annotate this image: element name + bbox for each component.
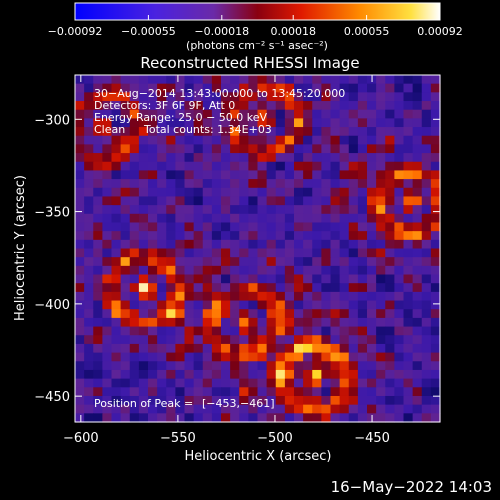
heatmap-image bbox=[75, 75, 441, 423]
colorbar-tick-label: 0.00055 bbox=[344, 25, 390, 38]
annotation-time-range: 30−Aug−2014 13:43:00.000 to 13:45:20.000 bbox=[94, 87, 345, 100]
annotation-energy-range: Energy Range: 25.0 − 50.0 keV bbox=[94, 111, 268, 124]
colorbar-gradient bbox=[74, 2, 441, 21]
annotation-detectors: Detectors: 3F 6F 9F, Att 0 bbox=[94, 99, 235, 112]
chart-title: Reconstructed RHESSI Image bbox=[140, 54, 359, 72]
annotation-total-counts: Total counts: 1.34E+03 bbox=[143, 123, 272, 136]
colorbar-tick-label: −0.00018 bbox=[194, 25, 249, 38]
axis-ticks: −600 −550 −500 −450 −450 −400 −350 −300 bbox=[34, 75, 440, 446]
y-tick-label: −400 bbox=[34, 298, 70, 313]
annotation-block: 30−Aug−2014 13:43:00.000 to 13:45:20.000… bbox=[94, 87, 345, 410]
y-tick-label: −350 bbox=[34, 206, 70, 221]
y-axis-label: Heliocentric Y (arcsec) bbox=[13, 175, 28, 321]
plot-frame bbox=[74, 74, 441, 423]
y-tick-label: −300 bbox=[34, 113, 70, 128]
colorbar: −0.00092 −0.00055 −0.00018 0.00018 0.00055 0.… bbox=[48, 2, 463, 52]
x-tick-label: −450 bbox=[354, 431, 390, 446]
x-tick-label: −550 bbox=[160, 431, 196, 446]
colorbar-ticks: −0.00092 −0.00055 −0.00018 0.00018 0.00055 0.… bbox=[48, 15, 463, 38]
colorbar-tick-label: −0.00055 bbox=[121, 25, 176, 38]
annotation-algorithm: Clean bbox=[94, 123, 125, 136]
y-tick-label: −450 bbox=[34, 390, 70, 405]
colorbar-tick-label: 0.00018 bbox=[270, 25, 316, 38]
x-tick-label: −600 bbox=[63, 431, 99, 446]
colorbar-tick-label: 0.00092 bbox=[417, 25, 463, 38]
annotation-peak-value: [−453,−461] bbox=[202, 397, 275, 410]
plot-area: −600 −550 −500 −450 −450 −400 −350 −300 bbox=[34, 74, 441, 446]
x-tick-label: −500 bbox=[257, 431, 293, 446]
annotation-peak-label: Position of Peak = bbox=[94, 397, 193, 410]
colorbar-tick-label: −0.00092 bbox=[48, 25, 103, 38]
colorbar-units: (photons cm⁻² s⁻¹ asec⁻²) bbox=[186, 39, 328, 52]
date-stamp: 16−May−2022 14:03 bbox=[330, 478, 492, 496]
x-axis-label: Heliocentric X (arcsec) bbox=[185, 449, 332, 464]
